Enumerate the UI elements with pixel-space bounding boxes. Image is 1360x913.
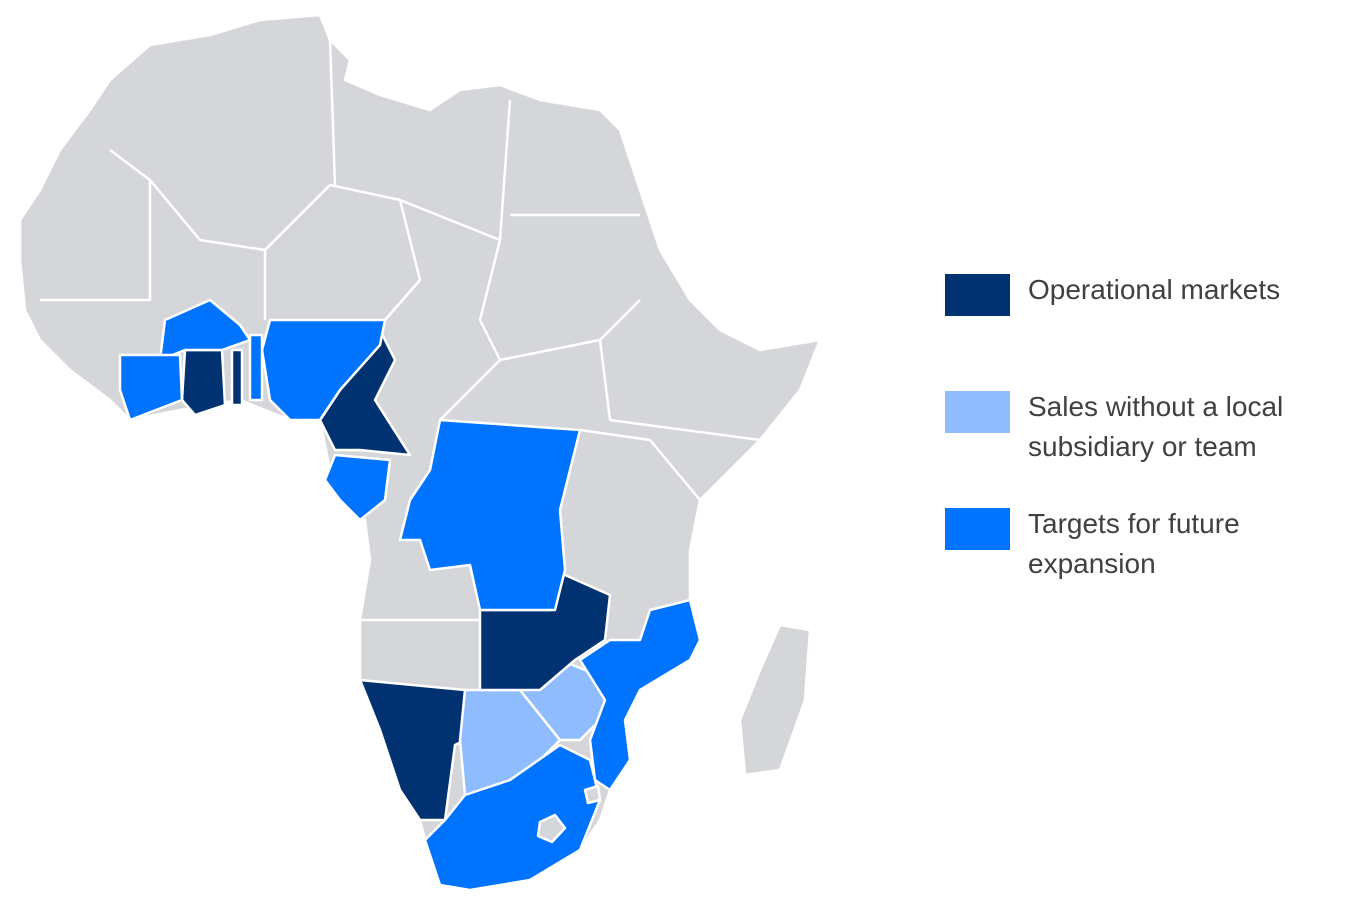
country	[398, 418, 582, 612]
country	[260, 318, 387, 422]
legend-swatch	[945, 391, 1010, 433]
country	[230, 348, 244, 407]
legend-label: Sales without a local subsidiary or team	[1028, 391, 1284, 462]
country	[180, 348, 227, 417]
country	[118, 353, 184, 422]
legend-swatch	[945, 274, 1010, 316]
legend: Operational markets Sales without a local…	[945, 270, 1345, 621]
island	[738, 623, 812, 777]
country	[578, 598, 702, 792]
africa-map	[18, 13, 822, 892]
border-lines	[40, 39, 761, 622]
countries	[118, 298, 702, 892]
legend-swatch	[945, 508, 1010, 550]
legend-item: Operational markets	[945, 270, 1345, 387]
country	[423, 743, 602, 892]
legend-label: Targets for future expansion	[1028, 508, 1240, 579]
country	[248, 333, 264, 402]
legend-item: Targets for future expansion	[945, 504, 1345, 621]
country	[583, 784, 602, 805]
legend-item: Sales without a local subsidiary or team	[945, 387, 1345, 504]
legend-label: Operational markets	[1028, 274, 1281, 305]
country	[323, 453, 392, 522]
country	[536, 813, 567, 844]
